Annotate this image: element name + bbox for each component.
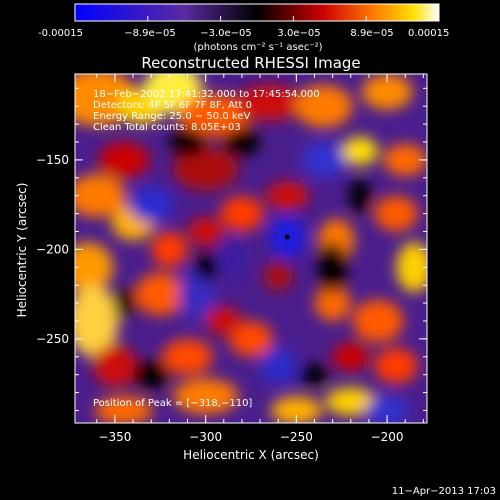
x-tick-label-2: −250 bbox=[280, 430, 313, 444]
y-tick-label-2: −150 bbox=[36, 153, 69, 167]
heatmap-blob bbox=[341, 136, 379, 166]
colorbar-ticks bbox=[74, 16, 440, 21]
heatmap-blob bbox=[361, 74, 413, 110]
colorbar bbox=[74, 3, 440, 22]
colorbar-tick-label-3: 3.0e−05 bbox=[277, 28, 320, 39]
heatmap-blob-dark bbox=[223, 127, 261, 157]
heatmap-blob bbox=[229, 320, 273, 357]
heatmap-blob-dark bbox=[113, 288, 135, 318]
heatmap-blob-dark bbox=[260, 347, 297, 384]
y-axis-ticks: −250 −200 −150 bbox=[36, 87, 427, 411]
heatmap-blob-dark bbox=[365, 396, 409, 423]
colorbar-tick-label-1: −8.9e−05 bbox=[124, 28, 176, 39]
peak-marker bbox=[284, 234, 290, 240]
heatmap-blob-dark bbox=[348, 177, 371, 214]
heatmap-blob bbox=[93, 344, 137, 388]
heatmap-blob bbox=[187, 217, 224, 246]
peak-dot bbox=[284, 234, 290, 240]
heatmap-blob bbox=[270, 396, 322, 423]
heatmap-blob bbox=[332, 342, 369, 372]
heatmap-blob bbox=[151, 231, 188, 268]
heatmap-blob bbox=[172, 147, 239, 191]
x-tick-label-3: −200 bbox=[371, 430, 404, 444]
heatmap-blob bbox=[325, 387, 377, 416]
annotation-peak-position: Position of Peak = [−318,−110] bbox=[93, 398, 252, 409]
heatmap-blob bbox=[294, 84, 353, 128]
chart-title: Reconstructed RHESSI Image bbox=[141, 54, 360, 72]
x-axis-ticks: −350 −300 −250 −200 bbox=[96, 74, 424, 444]
heatmap-blob bbox=[220, 195, 264, 232]
heatmap-blob bbox=[396, 242, 427, 293]
x-tick-label-1: −300 bbox=[189, 430, 222, 444]
heatmap-blob-dark bbox=[129, 186, 173, 223]
heatmap-blob bbox=[265, 181, 310, 211]
plot-frame bbox=[74, 73, 428, 424]
heatmap-blob bbox=[314, 285, 351, 321]
x-axis-label: Heliocentric X (arcsec) bbox=[183, 448, 319, 462]
heatmap-blob-dark bbox=[318, 242, 348, 293]
colorbar-max-label: 0.00015 bbox=[408, 28, 449, 39]
heatmap-blob bbox=[75, 285, 119, 357]
heatmap-blob bbox=[374, 195, 418, 232]
annotation-energy-range: Energy Range: 25.0 − 50.0 keV bbox=[93, 111, 250, 122]
heatmap-blob bbox=[178, 93, 251, 137]
heatmap-blob bbox=[94, 396, 154, 423]
annotation-time-range: 18−Feb−2002 17:41:32.000 to 17:45:54.000 bbox=[93, 89, 320, 100]
heatmap-blob-dark bbox=[169, 127, 206, 157]
colorbar-min-label: -0.00015 bbox=[38, 28, 83, 39]
heatmap-blob bbox=[236, 84, 302, 121]
annotation-detectors: Detectors: 4F 5F 6F 7F 8F, Att 0 bbox=[93, 100, 252, 111]
heatmap-blob bbox=[75, 242, 114, 293]
heatmap-blob bbox=[98, 142, 150, 178]
heatmap-blob bbox=[383, 143, 427, 177]
heatmap-blob-dark bbox=[299, 363, 330, 386]
heatmap-blob bbox=[75, 174, 126, 218]
heatmap-blob bbox=[162, 338, 213, 375]
heatmap-blob-dark bbox=[301, 142, 346, 178]
heatmap-blob bbox=[263, 261, 293, 291]
colorbar-tick-label-2: −3.0e−05 bbox=[200, 28, 252, 39]
footer-timestamp: 11−Apr−2013 17:03 bbox=[392, 486, 496, 497]
y-tick-label-0: −250 bbox=[36, 332, 69, 346]
heatmap-blob-dark bbox=[194, 252, 217, 282]
heatmap-blob-dark bbox=[218, 236, 248, 280]
heatmap-blob bbox=[352, 299, 404, 343]
heatmap-blob-dark bbox=[178, 269, 215, 320]
heatmap-blob-dark bbox=[133, 360, 170, 389]
heatmap bbox=[75, 74, 427, 423]
heatmap-blob bbox=[205, 306, 242, 336]
y-tick-label-1: −200 bbox=[36, 242, 69, 256]
annotation-clean-counts: Clean Total counts: 8.05E+03 bbox=[93, 122, 241, 133]
heatmap-blob bbox=[134, 272, 186, 316]
x-tick-label-0: −350 bbox=[98, 430, 131, 444]
heatmap-blob bbox=[172, 378, 239, 415]
y-axis-label: Heliocentric Y (arcsec) bbox=[15, 183, 29, 318]
heatmap-blob bbox=[374, 347, 418, 384]
colorbar-tick-label-4: 8.9e−05 bbox=[350, 28, 393, 39]
colorbar-unit-label: (photons cm⁻² s⁻¹ asec⁻²) bbox=[193, 42, 322, 53]
